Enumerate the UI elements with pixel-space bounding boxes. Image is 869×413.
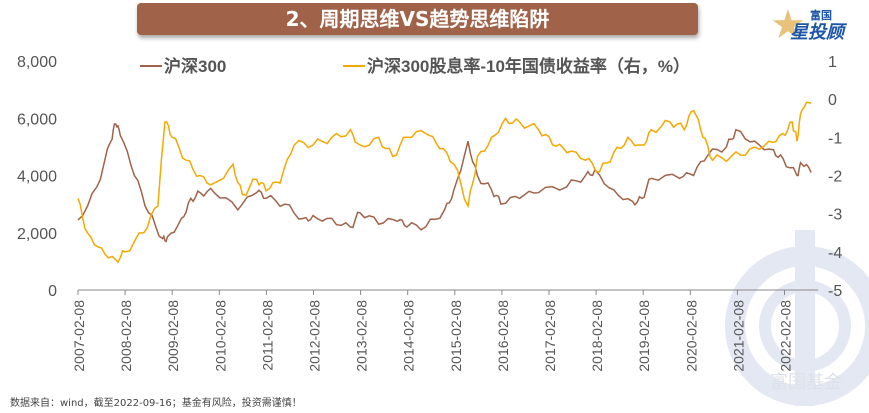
source-note: 数据来自：wind，截至2022-09-16；基金有风险，投资需谨慎！ [10, 398, 302, 409]
x-tick-label: 2018-02-08 [589, 300, 605, 372]
x-tick-label: 2008-02-08 [118, 300, 134, 372]
logo-top-text: 富国 [810, 10, 832, 22]
legend-label: 沪深300 [164, 56, 226, 76]
y-right-tick-label: 1 [828, 54, 837, 71]
line-chart: 0 2,000 4,000 6,000 8,000 -5 -4 -3 -2 -1 0 1 2007-02… [17, 54, 842, 372]
y-right-tick-label: -3 [828, 207, 842, 224]
x-tick-label: 2013-02-08 [354, 300, 370, 372]
y-left-tick-label: 0 [48, 283, 57, 300]
x-tick-label: 2010-02-08 [212, 300, 228, 372]
y-left-tick-label: 4,000 [17, 169, 57, 186]
x-tick-label: 2012-02-08 [307, 300, 323, 372]
x-tick-label: 2021-02-08 [730, 300, 746, 372]
brand-logo: ★ 富国 星投顾 [770, 5, 869, 45]
watermark-text: 富国基金 [770, 372, 842, 392]
x-tick-label: 2011-02-08 [259, 300, 275, 371]
x-tick-label: 2017-02-08 [542, 300, 558, 372]
x-tick-label: 2007-02-08 [71, 300, 87, 372]
x-tick-label: 2020-02-08 [683, 300, 699, 372]
y-right-tick-label: -1 [828, 130, 842, 147]
y-right-tick-label: -2 [828, 169, 842, 186]
y-right-tick-label: -5 [828, 283, 842, 300]
y-left-tick-label: 8,000 [17, 54, 57, 71]
x-tick-label: 2016-02-08 [495, 300, 511, 372]
star-icon: ★ [770, 3, 806, 47]
chart-title-banner: 2、周期思维VS趋势思维陷阱 [137, 3, 698, 35]
y-right-tick-label: 0 [828, 92, 837, 109]
x-tick-label: 2015-02-08 [448, 300, 464, 372]
y-right-tick-label: -4 [828, 245, 842, 262]
x-tick-label: 2019-02-08 [636, 300, 652, 372]
x-tick-label: 2014-02-08 [401, 300, 417, 372]
y-left-tick-label: 2,000 [17, 226, 57, 243]
yield-gap-line [77, 101, 812, 264]
legend-label: 沪深300股息率-10年国债收益率（右，%） [367, 56, 690, 76]
csi300-line [77, 123, 812, 243]
logo-main-text: 星投顾 [790, 22, 844, 43]
y-left-tick-label: 6,000 [17, 111, 57, 128]
x-tick-label: 2009-02-08 [165, 300, 181, 372]
x-tick-label: 2022-02-08 [778, 300, 794, 372]
watermark-logo: 富国基金 [725, 230, 869, 406]
